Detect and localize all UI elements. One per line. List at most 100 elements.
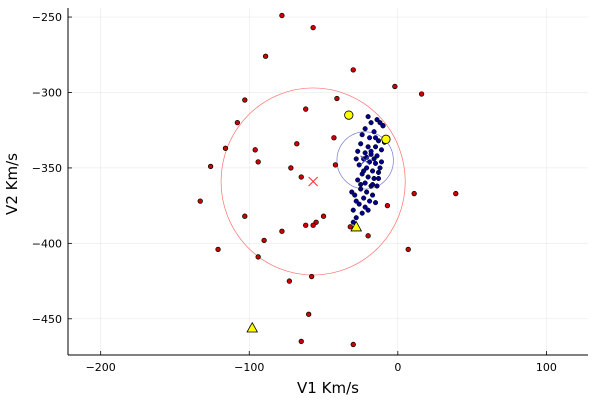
field-point bbox=[255, 254, 261, 260]
member-point bbox=[353, 198, 359, 204]
field-point bbox=[207, 163, 214, 170]
member-point bbox=[372, 160, 379, 166]
member-point bbox=[377, 165, 383, 171]
member-point bbox=[372, 144, 379, 150]
member-point bbox=[356, 201, 362, 207]
field-point bbox=[252, 147, 258, 153]
field-point bbox=[347, 224, 353, 230]
member-point bbox=[349, 189, 355, 195]
member-point bbox=[362, 180, 368, 186]
member-point bbox=[355, 148, 361, 154]
field-point bbox=[215, 246, 221, 253]
member-point bbox=[380, 123, 386, 129]
member-point bbox=[370, 192, 376, 198]
field-point bbox=[286, 278, 293, 284]
y-tick-label: −350 bbox=[32, 162, 62, 175]
member-point bbox=[353, 215, 359, 221]
field-point bbox=[197, 198, 203, 204]
field-point bbox=[298, 338, 304, 345]
y-tick-label: −250 bbox=[32, 11, 62, 24]
member-point bbox=[361, 195, 367, 201]
member-point bbox=[378, 159, 385, 165]
y-tick-label: −450 bbox=[32, 313, 62, 326]
field-point bbox=[288, 165, 294, 171]
field-point bbox=[255, 159, 261, 165]
member-point bbox=[364, 165, 370, 171]
field-point bbox=[222, 145, 229, 151]
field-point bbox=[242, 213, 248, 219]
member-point bbox=[367, 198, 373, 204]
field-point bbox=[453, 190, 459, 197]
member-point bbox=[371, 129, 377, 135]
cross-stroke bbox=[360, 155, 370, 166]
member-point bbox=[365, 174, 371, 180]
field-point bbox=[350, 341, 356, 348]
axes-frame bbox=[67, 8, 588, 356]
member-point bbox=[353, 156, 359, 162]
member-point bbox=[368, 148, 374, 154]
y-tick-label: −400 bbox=[32, 237, 62, 250]
x-axis-label: V1 Km/s bbox=[297, 379, 359, 397]
field-point bbox=[405, 246, 411, 253]
member-point bbox=[355, 177, 361, 183]
member-point bbox=[378, 147, 385, 153]
data-points bbox=[197, 12, 459, 348]
member-point bbox=[365, 114, 371, 120]
member-point bbox=[359, 132, 365, 138]
field-point bbox=[261, 237, 267, 243]
field-point bbox=[418, 91, 425, 97]
field-point bbox=[279, 228, 285, 234]
field-point bbox=[242, 97, 248, 103]
member-point bbox=[352, 192, 358, 198]
member-point bbox=[377, 120, 383, 126]
field-point bbox=[320, 213, 327, 219]
field-point bbox=[310, 222, 316, 228]
x-tick-label: 100 bbox=[536, 361, 557, 374]
member-point bbox=[372, 135, 379, 141]
member-point bbox=[375, 138, 382, 144]
field-point bbox=[306, 311, 312, 317]
field-point bbox=[294, 141, 300, 147]
tick-labels: −200 −100 0 100 −450 −400 −350 −300 −250 bbox=[32, 11, 557, 374]
field-point bbox=[303, 222, 309, 228]
grid bbox=[68, 8, 588, 355]
highlight-circle-point bbox=[344, 110, 354, 120]
member-point bbox=[362, 150, 368, 156]
member-point bbox=[356, 162, 362, 168]
member-point bbox=[374, 117, 380, 123]
cross-stroke bbox=[308, 176, 318, 187]
field-point bbox=[279, 12, 285, 19]
y-tick-label: −300 bbox=[32, 86, 62, 99]
x-tick-label: 0 bbox=[394, 361, 401, 374]
member-point bbox=[372, 200, 379, 206]
center-cross-small bbox=[360, 155, 370, 166]
x-tick-label: −100 bbox=[234, 361, 264, 374]
member-point bbox=[368, 120, 374, 126]
member-point bbox=[367, 135, 373, 141]
field-point bbox=[310, 24, 316, 31]
member-point bbox=[361, 168, 367, 174]
x-tick-label: −200 bbox=[86, 361, 116, 374]
member-point bbox=[370, 168, 376, 174]
member-point bbox=[358, 186, 364, 192]
field-point bbox=[331, 135, 337, 141]
member-point bbox=[362, 204, 368, 210]
y-axis-label: V2 Km/s bbox=[3, 153, 21, 215]
member-point bbox=[374, 183, 380, 189]
member-point bbox=[371, 175, 377, 182]
field-point bbox=[332, 162, 339, 168]
member-point bbox=[358, 181, 364, 188]
field-point bbox=[365, 233, 371, 239]
highlight-triangle-point bbox=[246, 321, 259, 333]
field-point bbox=[234, 120, 241, 126]
field-point bbox=[411, 190, 417, 197]
dispersion-circle-small bbox=[336, 131, 394, 190]
field-point bbox=[262, 53, 269, 59]
member-point bbox=[350, 207, 356, 213]
member-point bbox=[358, 141, 364, 147]
field-point bbox=[350, 67, 356, 73]
field-point bbox=[384, 202, 391, 209]
center-cross-large bbox=[308, 176, 318, 187]
member-point bbox=[364, 189, 370, 195]
